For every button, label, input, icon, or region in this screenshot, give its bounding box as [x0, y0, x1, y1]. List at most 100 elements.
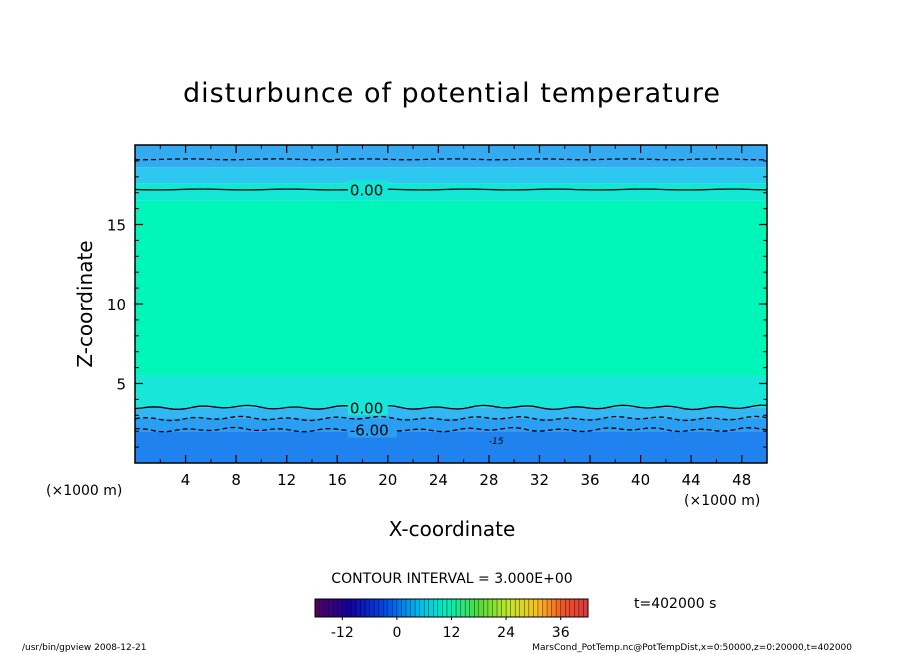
colorbar-cell — [519, 599, 525, 617]
y-tick-label-0: 5 — [116, 376, 126, 394]
x-tick-label-8: 36 — [580, 471, 599, 489]
colorbar-tick-label-3: 24 — [497, 625, 515, 641]
contour-label-bg-4 — [347, 420, 397, 438]
x-tick-label-3: 16 — [328, 471, 347, 489]
x-tick-label-9: 40 — [631, 471, 650, 489]
colorbar-cell — [456, 599, 462, 617]
colorbar-cell — [510, 599, 516, 617]
colorbar-cell — [515, 599, 521, 617]
colorbar-cell — [460, 599, 466, 617]
colorbar-cell — [556, 599, 562, 617]
colorbar-cell — [478, 599, 484, 617]
x-unit-right: (×1000 m) — [684, 493, 760, 509]
colorbar-cell — [451, 599, 457, 617]
contour-label-bg-2 — [347, 398, 388, 416]
colorbar-cell — [528, 599, 534, 617]
x-tick-label-0: 4 — [181, 471, 191, 489]
colorbar-cell — [396, 599, 402, 617]
colorbar-cell — [483, 599, 489, 617]
time-label: t=402000 s — [634, 596, 716, 612]
y-axis-title: Z-coordinate — [73, 240, 97, 367]
colorbar-cell — [442, 599, 448, 617]
y-tick-label-1: 10 — [107, 296, 126, 314]
colorbar-tick-label-1: 0 — [392, 625, 401, 641]
x-tick-label-4: 20 — [378, 471, 397, 489]
colorbar-cell — [424, 599, 430, 617]
colorbar-cell — [492, 599, 498, 617]
colorbar-cell — [542, 599, 548, 617]
colorbar-cell — [583, 599, 589, 617]
colorbar-cell — [487, 599, 493, 617]
contour-label-2: 0.00 — [350, 399, 383, 417]
contour-line-3 — [135, 415, 767, 422]
x-tick-label-10: 44 — [682, 471, 701, 489]
colorbar-cell — [465, 599, 471, 617]
colorbar-cell — [419, 599, 425, 617]
colorbar-cell — [433, 599, 439, 617]
colorbar-cell — [524, 599, 530, 617]
colorbar-cell — [497, 599, 503, 617]
x-unit-left: (×1000 m) — [46, 483, 122, 499]
field-band-7 — [135, 145, 767, 168]
contour-line-1 — [135, 158, 767, 161]
field-bands — [135, 145, 767, 463]
colorbar-cell — [506, 599, 512, 617]
x-tick-label-5: 24 — [429, 471, 448, 489]
colorbar-cell — [501, 599, 507, 617]
colorbar-cell — [374, 599, 380, 617]
colorbar-cell — [551, 599, 557, 617]
colorbar-cell — [578, 599, 584, 617]
contour-interval-label: CONTOUR INTERVAL = 3.000E+00 — [331, 571, 572, 587]
x-tick-label-6: 28 — [479, 471, 498, 489]
footer-left: /usr/bin/gpview 2008-12-21 — [22, 643, 146, 653]
colorbar — [315, 599, 589, 617]
field-band-3 — [135, 375, 767, 408]
footer-right: MarsCond_PotTemp.nc@PotTempDist,x=0:5000… — [532, 643, 852, 653]
contour-line-4 — [135, 426, 767, 433]
colorbar-cell — [560, 599, 566, 617]
colorbar-cell — [410, 599, 416, 617]
field-band-0 — [135, 431, 767, 463]
chart-title: disturbunce of potential temperature — [183, 78, 721, 109]
contour-line-2 — [135, 404, 767, 411]
colorbar-tick-label-2: 12 — [443, 625, 461, 641]
field-band-6 — [135, 167, 767, 184]
colorbar-cell — [392, 599, 398, 617]
colorbar-cell — [355, 599, 361, 617]
colorbar-cell — [342, 599, 348, 617]
colorbar-ticks: -12 0 12 24 36 — [331, 617, 570, 641]
colorbar-cell — [328, 599, 334, 617]
field-band-1 — [135, 418, 767, 432]
field-band-4 — [135, 200, 767, 376]
colorbar-cell — [469, 599, 475, 617]
x-tick-label-7: 32 — [530, 471, 549, 489]
colorbar-cell — [533, 599, 539, 617]
colorbar-cell — [365, 599, 371, 617]
colorbar-cell — [346, 599, 352, 617]
x-tick-label-1: 8 — [231, 471, 241, 489]
colorbar-cell — [387, 599, 393, 617]
colorbar-cell — [369, 599, 375, 617]
colorbar-cell — [333, 599, 339, 617]
contour-line-0 — [135, 188, 767, 191]
colorbar-cell — [337, 599, 343, 617]
colorbar-cell — [401, 599, 407, 617]
cold-spot-label: -15 — [489, 437, 504, 447]
contour-label-0: 0.00 — [350, 182, 383, 200]
colorbar-cell — [474, 599, 480, 617]
colorbar-cell — [415, 599, 421, 617]
colorbar-cell — [537, 599, 543, 617]
colorbar-cell — [569, 599, 575, 617]
x-tick-label-11: 48 — [732, 471, 751, 489]
x-axis-title: X-coordinate — [389, 517, 516, 541]
colorbar-cell — [383, 599, 389, 617]
colorbar-tick-label-4: 36 — [552, 625, 570, 641]
x-tick-label-2: 12 — [277, 471, 296, 489]
colorbar-cell — [406, 599, 412, 617]
colorbar-cell — [315, 599, 321, 617]
colorbar-cell — [437, 599, 443, 617]
contour-label-bg-0 — [347, 180, 388, 198]
colorbar-cell — [574, 599, 580, 617]
